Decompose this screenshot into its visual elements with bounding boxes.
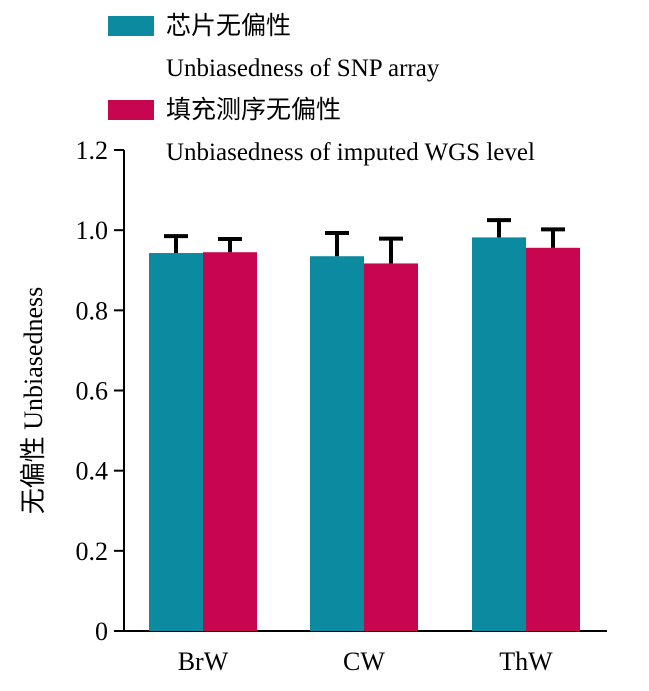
bar (149, 253, 203, 631)
chart-legend: 芯片无偏性 Unbiasedness of SNP array 填充测序无偏性 … (108, 10, 638, 178)
legend-item-snp-array: 芯片无偏性 Unbiasedness of SNP array (108, 10, 638, 94)
legend-swatch-snp-array (108, 16, 154, 36)
chart-bars (149, 237, 580, 632)
y-tick-label: 0.2 (76, 537, 109, 566)
legend-swatch-imputed-wgs (108, 100, 154, 120)
legend-item-imputed-wgs: 填充测序无偏性 Unbiasedness of imputed WGS leve… (108, 94, 638, 178)
y-tick-label: 0.6 (76, 377, 109, 406)
y-axis-title: 无偏性 Unbiasedness (19, 287, 48, 514)
y-tick-label: 0.8 (76, 296, 109, 325)
y-tick-label: 1.0 (76, 216, 109, 245)
bar (526, 247, 580, 631)
y-tick-label: 0 (95, 617, 108, 646)
bar (364, 263, 418, 631)
y-tick-label: 1.2 (76, 136, 109, 165)
x-tick-label: CW (343, 647, 385, 676)
bar (472, 237, 526, 632)
chart-error-bars (164, 218, 565, 264)
legend-label-en: Unbiasedness of SNP array (166, 55, 440, 82)
bar (310, 256, 364, 631)
legend-label-en: Unbiasedness of imputed WGS level (166, 139, 535, 166)
bar (203, 252, 257, 631)
y-tick-label: 0.4 (76, 457, 109, 486)
x-tick-label: ThW (499, 647, 553, 676)
legend-label-zh: 芯片无偏性 (166, 13, 292, 40)
legend-label-zh: 填充测序无偏性 (166, 97, 342, 124)
x-tick-label: BrW (178, 647, 229, 676)
chart-labels: 0 0.2 0.4 0.6 0.8 1.0 1.2 无偏性 Unbiasedness BrW CW… (19, 136, 553, 676)
